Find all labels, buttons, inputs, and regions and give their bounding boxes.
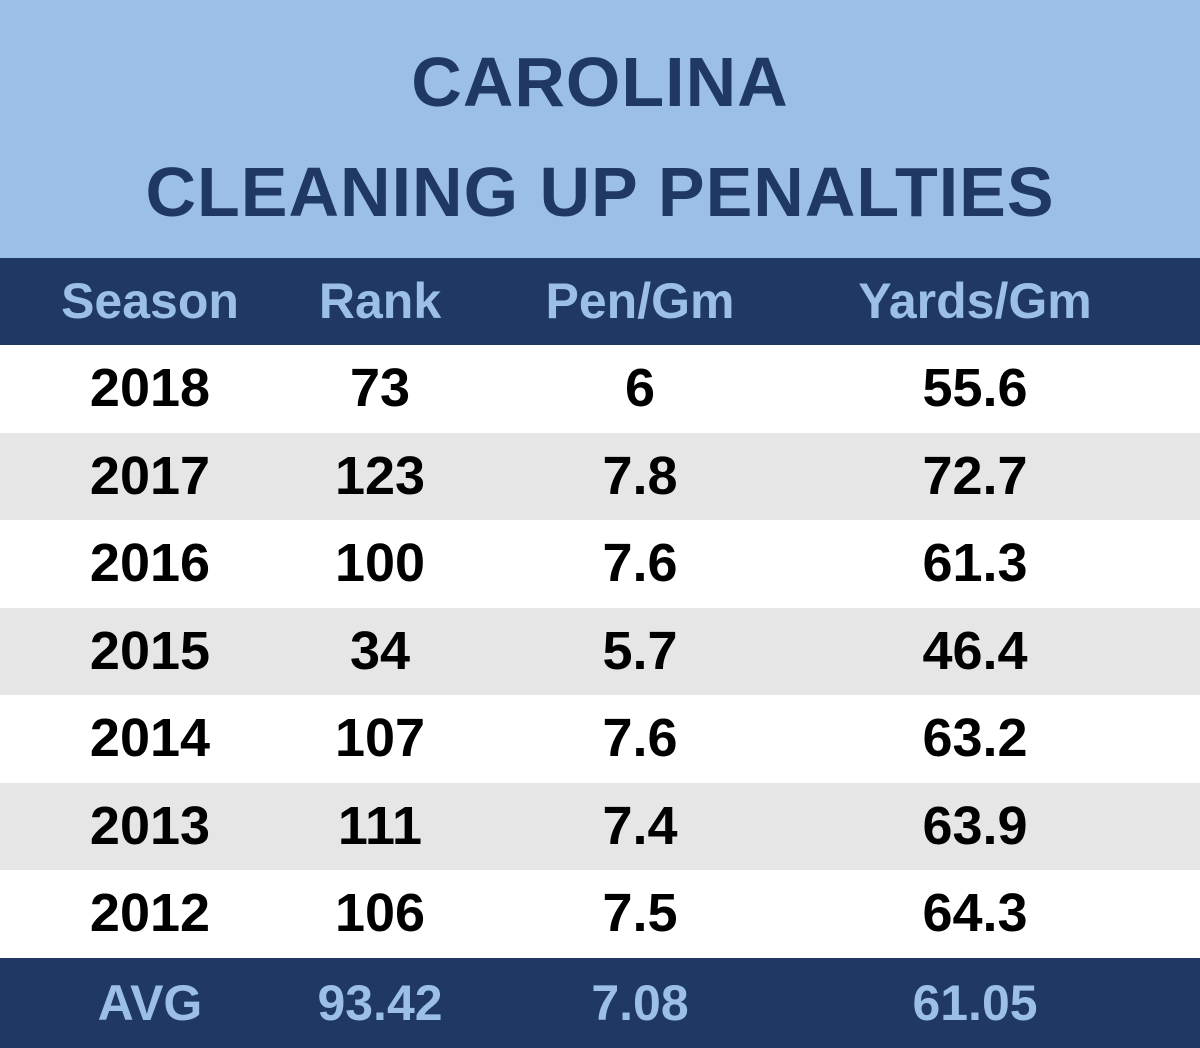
cell: 107 xyxy=(334,708,426,769)
cell: 63.2 xyxy=(922,708,1028,769)
cell: 61.3 xyxy=(922,533,1028,594)
cell: 2016 xyxy=(89,533,211,594)
cell: 73 xyxy=(349,358,411,418)
title-band: CAROLINA CLEANING UP PENALTIES xyxy=(0,0,1200,258)
cell: 7.6 xyxy=(602,708,678,769)
title-line: CLEANING UP PENALTIES xyxy=(145,153,1055,231)
cell: 55.6 xyxy=(922,358,1028,418)
cell: 64.3 xyxy=(922,883,1028,944)
cell: 5.7 xyxy=(602,620,678,681)
cell: 106 xyxy=(334,883,426,944)
cell: 63.9 xyxy=(922,795,1028,856)
header-row: Season Rank Pen/Gm Yards/Gm xyxy=(0,258,1200,345)
cell: 111 xyxy=(337,795,423,856)
data-row: 2016 100 7.6 61.3 xyxy=(0,520,1200,608)
cell: 100 xyxy=(334,533,426,594)
cell: 2017 xyxy=(89,445,211,506)
data-row: 2013 111 7.4 63.9 xyxy=(0,782,1200,871)
data-row: 2017 123 7.8 72.7 xyxy=(0,432,1200,521)
data-row: 2014 107 7.6 63.2 xyxy=(0,695,1200,783)
cell: 6 xyxy=(624,358,656,418)
cell: Pen/Gm xyxy=(545,273,735,329)
cell: 7.5 xyxy=(602,883,678,944)
cell: 2014 xyxy=(89,708,211,769)
data-row: 2015 34 5.7 46.4 xyxy=(0,607,1200,696)
cell: 7.08 xyxy=(591,975,689,1031)
cell: Yards/Gm xyxy=(858,273,1092,329)
cell: 61.05 xyxy=(912,975,1038,1031)
cell: 2015 xyxy=(89,620,211,681)
cell: 46.4 xyxy=(922,620,1028,681)
cell: 2013 xyxy=(89,795,211,856)
cell: 34 xyxy=(349,620,411,681)
data-row: 2012 106 7.5 64.3 xyxy=(0,870,1200,958)
cell: 7.6 xyxy=(602,533,678,594)
title-line: CAROLINA xyxy=(411,43,789,121)
cell: Rank xyxy=(318,273,442,329)
cell: 2018 xyxy=(89,358,211,418)
cell: Season xyxy=(61,273,239,329)
cell: 7.8 xyxy=(602,445,678,506)
data-row: 2018 73 6 55.6 xyxy=(0,345,1200,433)
cell: 2012 xyxy=(89,883,211,944)
cell: 72.7 xyxy=(922,445,1028,506)
cell: 93.42 xyxy=(317,975,443,1031)
cell: 7.4 xyxy=(602,795,678,856)
cell: AVG xyxy=(97,975,203,1031)
footer-row: AVG 93.42 7.08 61.05 xyxy=(0,958,1200,1048)
cell: 123 xyxy=(334,445,426,506)
